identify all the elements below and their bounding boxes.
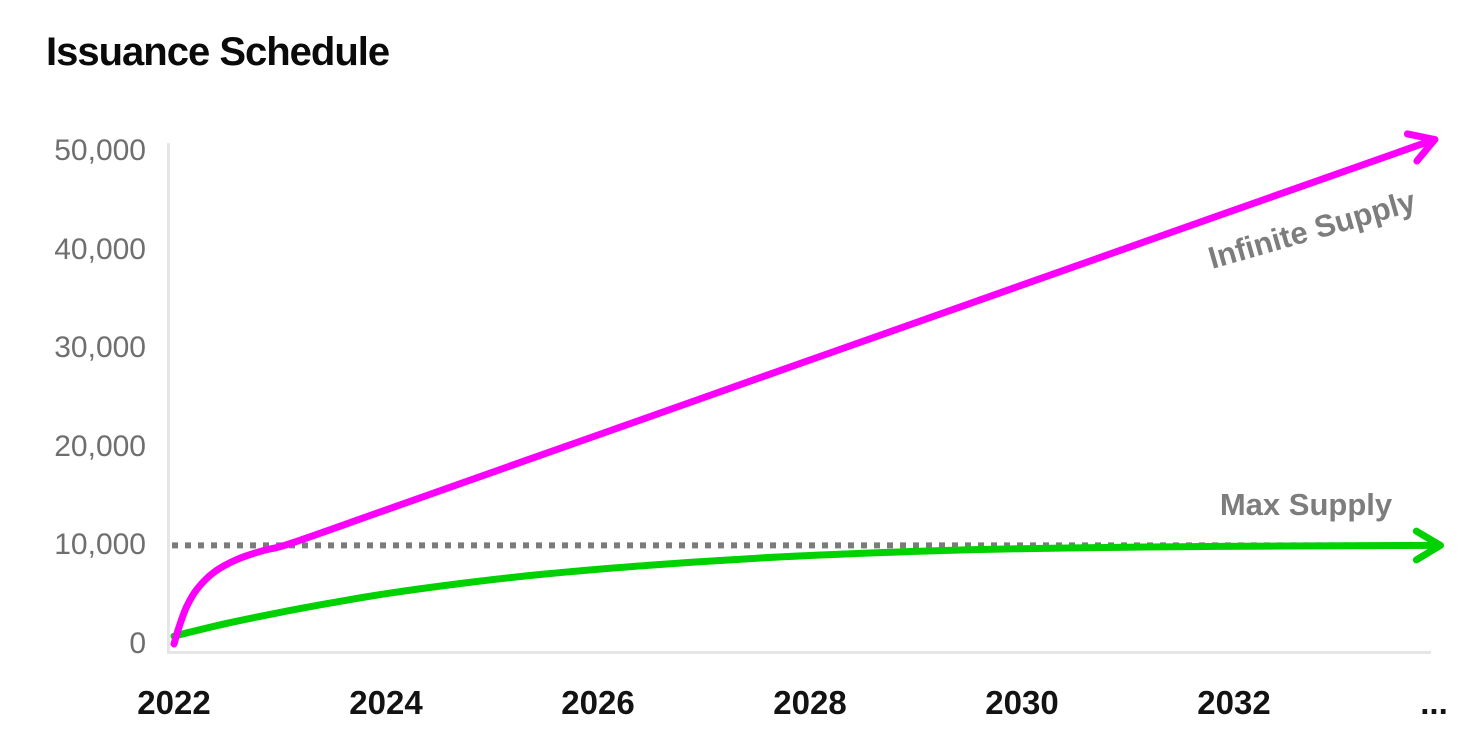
y-axis-tick-label: 20,000 — [54, 429, 146, 463]
y-axis-tick-label: 30,000 — [54, 331, 146, 365]
y-axis-tick-label: 10,000 — [54, 528, 146, 562]
y-axis-tick-label: 50,000 — [54, 134, 146, 167]
y-axis-tick-label: 0 — [129, 627, 146, 660]
x-axis-tick-label: 2028 — [773, 684, 847, 721]
x-axis-tick-label: 2026 — [561, 684, 635, 721]
infinite-supply-arrowhead-icon — [1413, 136, 1439, 165]
infinite-supply-line — [170, 137, 1434, 648]
x-axis-continuation-label: ... — [1420, 684, 1448, 721]
max-supply-arrowhead-icon — [1412, 541, 1444, 564]
max-supply-arrowhead-icon — [1412, 527, 1444, 549]
max-supply-line — [170, 541, 1439, 640]
x-axis-tick-label: 2024 — [349, 684, 423, 721]
x-axis-tick-label: 2030 — [985, 684, 1059, 721]
y-axis-tick-label: 40,000 — [54, 232, 146, 266]
series-label-max-supply: Max Supply — [1219, 487, 1393, 522]
infinite-supply-arrowhead-icon — [1403, 130, 1439, 143]
x-axis-tick-label: 2022 — [137, 684, 211, 721]
x-axis-tick-label: 2032 — [1197, 684, 1271, 721]
chart-title: Issuance Schedule — [46, 30, 390, 74]
